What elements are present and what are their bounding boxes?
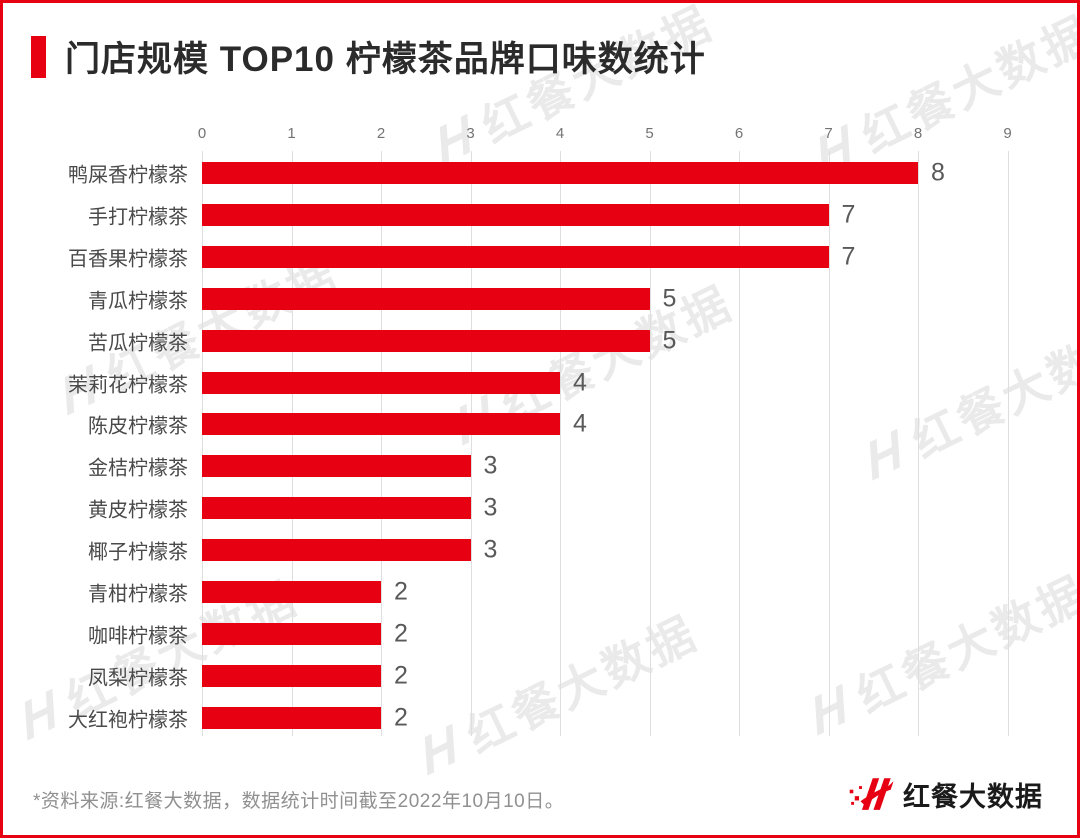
axis-tick-label: 9 xyxy=(1003,125,1012,142)
value-label: 2 xyxy=(394,661,408,690)
bar xyxy=(202,539,471,562)
bar xyxy=(202,413,560,436)
gridline xyxy=(828,151,830,736)
bar xyxy=(202,706,381,729)
bar xyxy=(202,287,650,310)
value-label: 3 xyxy=(483,535,498,564)
axis-tick-label: 5 xyxy=(645,125,654,142)
axis-tick-label: 8 xyxy=(913,125,923,142)
source-note: *资料来源:红餐大数据，数据统计时间截至2022年10月10日。 xyxy=(33,791,565,812)
brand-name: 红餐大数据 xyxy=(903,781,1043,812)
bar xyxy=(202,581,381,603)
axis-tick-label: 1 xyxy=(287,125,296,142)
bar xyxy=(202,162,918,184)
gridline xyxy=(649,151,651,736)
axis-tick-label: 6 xyxy=(734,125,744,142)
gridline xyxy=(1007,151,1009,736)
bar-chart: 0 1 2 3 4 5 6 7 8 9 鸭屎香柠檬茶 8 手打柠檬茶 7 百香果柠檬茶 7 青瓜柠檬茶 5 苦瓜柠檬… xyxy=(3,3,1077,835)
gridline xyxy=(470,151,472,736)
title-marker xyxy=(31,35,46,78)
gridline xyxy=(291,151,293,736)
axis-tick-label: 0 xyxy=(197,125,207,142)
value-label: 2 xyxy=(394,577,408,606)
value-label: 7 xyxy=(841,200,856,229)
gridline xyxy=(918,151,919,736)
category-label: 青瓜柠檬茶 xyxy=(88,290,188,313)
bar xyxy=(202,203,829,226)
bar xyxy=(202,371,560,394)
gridline xyxy=(739,151,740,736)
axis-tick-label: 2 xyxy=(376,125,386,142)
value-label: 4 xyxy=(573,368,587,396)
category-label: 茉莉花柠檬茶 xyxy=(68,374,188,396)
bar xyxy=(202,497,471,520)
value-label: 2 xyxy=(394,619,408,648)
category-label: 手打柠檬茶 xyxy=(88,206,188,229)
hongcan-logo-icon xyxy=(849,778,894,810)
category-label: 青柑柠檬茶 xyxy=(88,583,188,606)
gridline xyxy=(560,151,561,736)
value-label: 3 xyxy=(483,451,498,480)
bar xyxy=(202,622,381,645)
axis-tick-label: 7 xyxy=(824,125,833,142)
value-label: 7 xyxy=(841,242,856,271)
bar xyxy=(202,245,829,268)
category-label: 金桔柠檬茶 xyxy=(88,457,188,480)
category-label: 大红袍柠檬茶 xyxy=(68,709,188,732)
value-label: 5 xyxy=(662,326,677,355)
axis-tick-label: 4 xyxy=(555,125,565,142)
category-label: 百香果柠檬茶 xyxy=(68,248,188,271)
value-label: 3 xyxy=(483,493,498,522)
category-label: 凤梨柠檬茶 xyxy=(88,667,188,690)
bar xyxy=(202,664,381,687)
bar xyxy=(202,329,650,352)
gridline xyxy=(202,151,203,736)
value-label: 2 xyxy=(394,703,408,732)
axis-tick-label: 3 xyxy=(466,125,475,142)
page-title-row: 门店规模 TOP10 柠檬茶品牌口味数统计 xyxy=(31,31,706,82)
category-label: 苦瓜柠檬茶 xyxy=(88,332,188,355)
category-label: 椰子柠檬茶 xyxy=(88,541,188,564)
value-label: 5 xyxy=(662,284,677,313)
gridline xyxy=(381,151,382,736)
value-label: 8 xyxy=(931,158,945,187)
category-label: 鸭屎香柠檬茶 xyxy=(68,164,188,187)
bar xyxy=(202,455,471,478)
category-label: 陈皮柠檬茶 xyxy=(88,415,188,438)
category-label: 黄皮柠檬茶 xyxy=(88,499,188,522)
page-title: 门店规模 TOP10 柠檬茶品牌口味数统计 xyxy=(65,40,706,79)
value-label: 4 xyxy=(573,409,587,438)
category-label: 咖啡柠檬茶 xyxy=(88,625,188,648)
brand-logo: 红餐大数据 xyxy=(849,771,1043,817)
